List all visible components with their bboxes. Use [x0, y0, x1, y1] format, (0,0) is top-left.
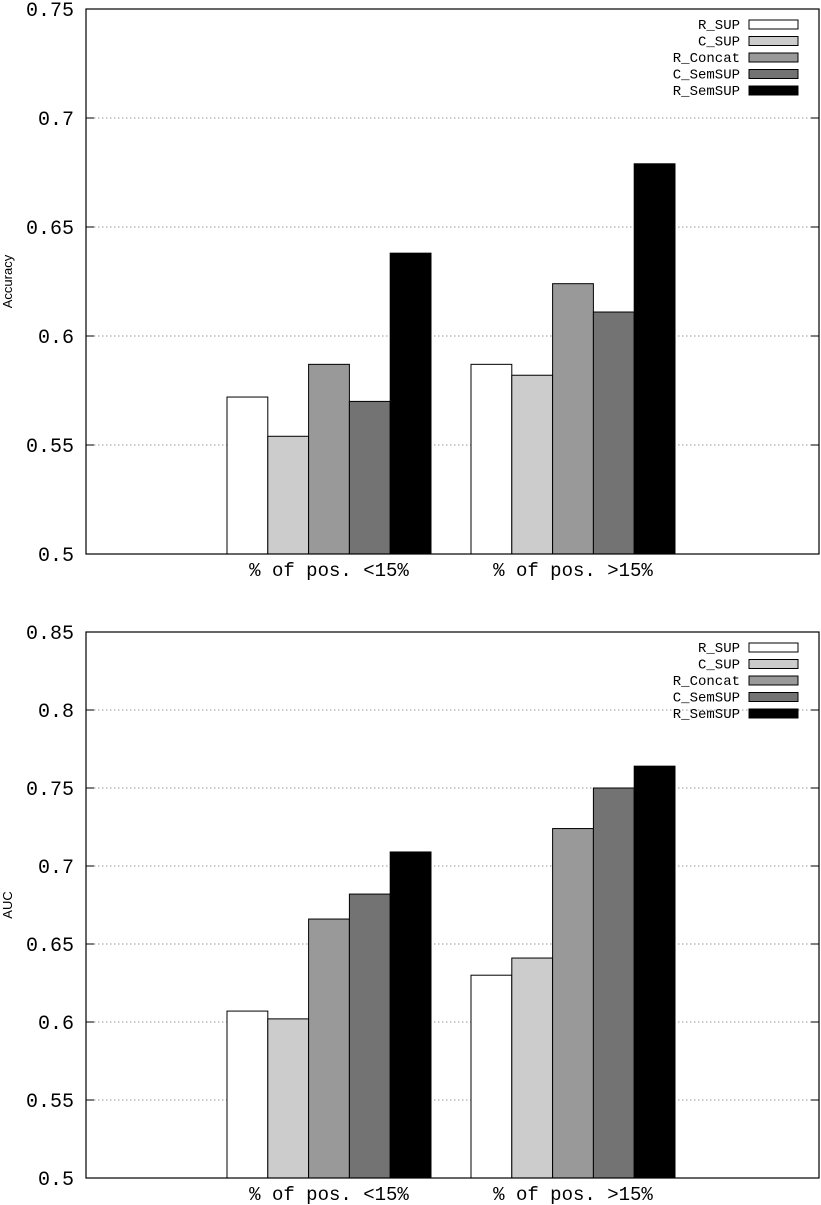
accuracy-legend-swatch	[748, 69, 799, 79]
auc-legend-swatch	[748, 659, 799, 669]
accuracy-bar-r-semsup	[633, 163, 676, 555]
auc-bar-c-sup	[511, 957, 554, 1179]
accuracy-bar-r-sup	[226, 396, 269, 555]
auc-ytick-label: 0.7	[38, 857, 74, 880]
accuracy-bar-c-sup	[511, 374, 554, 555]
auc-ytick-label: 0.85	[26, 623, 74, 646]
accuracy-ytick-label: 0.55	[26, 436, 74, 459]
auc-chart: 0.5 0.55 0.6 0.65 0.7 0.75 0.8 0.85 AUC % of pos.…	[0, 623, 820, 1205]
accuracy-legend-label: R_Concat	[673, 51, 740, 67]
auc-bar-r-concat	[552, 828, 594, 1179]
auc-ytick-label: 0.75	[26, 779, 74, 802]
accuracy-plot-frame	[85, 8, 820, 555]
accuracy-bar-r-sup	[470, 363, 513, 555]
accuracy-bar-c-semsup	[592, 311, 635, 555]
auc-ytick-label: 0.65	[26, 935, 74, 958]
auc-legend-label: C_SemSUP	[673, 691, 740, 707]
auc-bar-r-semsup	[633, 765, 676, 1179]
accuracy-legend-label: C_SUP	[698, 35, 740, 51]
auc-legend-swatch	[748, 642, 799, 653]
auc-xtick-label: % of pos. >15%	[493, 1184, 653, 1205]
auc-legend-swatch	[748, 692, 799, 702]
accuracy-bar-r-semsup	[389, 252, 432, 555]
auc-ylabel: AUC	[0, 891, 15, 918]
auc-legend-label: C_SUP	[698, 658, 740, 674]
accuracy-ylabel: Accuracy	[0, 254, 15, 308]
accuracy-legend-label: R_SemSUP	[673, 84, 740, 100]
accuracy-legend-swatch	[748, 52, 799, 63]
accuracy-bar-r-concat	[308, 363, 350, 555]
auc-ytick-label: 0.8	[38, 701, 74, 724]
auc-legend-label: R_SemSUP	[673, 707, 740, 723]
auc-xtick-label: % of pos. <15%	[249, 1184, 409, 1205]
accuracy-chart: 0.5 0.55 0.6 0.65 0.7 0.75 Accuracy % of pos. <…	[0, 0, 820, 582]
auc-plot-frame	[85, 631, 820, 1179]
auc-bar-r-sup	[226, 1010, 269, 1179]
auc-bar-c-semsup	[348, 893, 391, 1179]
accuracy-legend-swatch	[748, 85, 799, 96]
accuracy-xtick-label: % of pos. <15%	[249, 560, 409, 582]
auc-ytick-label: 0.55	[26, 1091, 74, 1114]
accuracy-bar-r-concat	[552, 283, 594, 555]
auc-bar-r-concat	[308, 918, 350, 1179]
auc-ytick-label: 0.5	[38, 1169, 74, 1192]
accuracy-legend-swatch	[748, 36, 799, 46]
auc-bar-c-semsup	[592, 787, 635, 1179]
accuracy-ytick-label: 0.6	[38, 327, 74, 350]
accuracy-legend-swatch	[748, 19, 799, 30]
auc-legend-swatch	[748, 675, 799, 686]
accuracy-ytick-label: 0.5	[38, 545, 74, 568]
accuracy-xtick-label: % of pos. >15%	[493, 560, 653, 582]
auc-legend-label: R_Concat	[673, 674, 740, 690]
auc-bar-c-sup	[267, 1018, 310, 1179]
auc-legend-label: R_SUP	[698, 641, 740, 657]
accuracy-bar-c-semsup	[348, 400, 391, 555]
accuracy-legend-label: C_SemSUP	[673, 68, 740, 84]
accuracy-ytick-label: 0.65	[26, 218, 74, 241]
accuracy-ytick-label: 0.7	[38, 109, 74, 132]
auc-ytick-label: 0.6	[38, 1013, 74, 1036]
auc-legend-swatch	[748, 708, 799, 719]
accuracy-ytick-label: 0.75	[26, 0, 74, 23]
auc-bar-r-sup	[470, 974, 513, 1179]
accuracy-legend-label: R_SUP	[698, 18, 740, 34]
accuracy-bar-c-sup	[267, 435, 310, 555]
auc-bar-r-semsup	[389, 851, 432, 1179]
